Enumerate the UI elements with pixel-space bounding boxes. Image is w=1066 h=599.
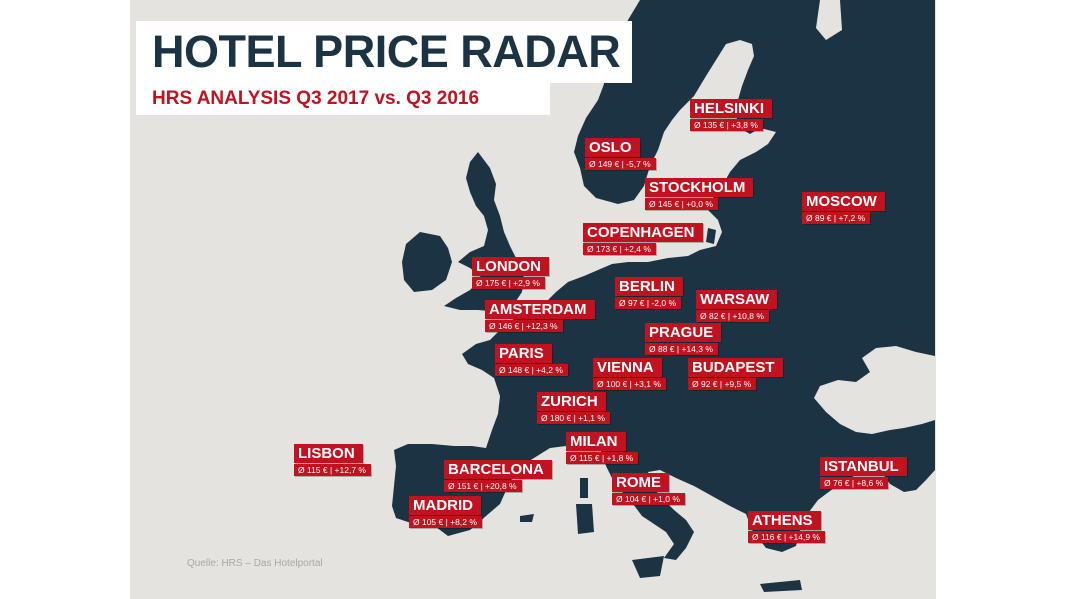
- city-name: PARIS: [495, 344, 552, 363]
- city-stat: Ø 105 € | +8,2 %: [409, 516, 482, 528]
- land-corsica: [580, 478, 588, 498]
- city-label-warsaw: WARSAW Ø 82 € | +10,8 %: [696, 290, 778, 322]
- city-name: LISBON: [294, 444, 363, 463]
- city-stat: Ø 116 € | +14,9 %: [748, 531, 825, 543]
- city-label-zurich: ZURICH Ø 180 € | +1,1 %: [537, 392, 610, 424]
- city-name: BUDAPEST: [688, 358, 783, 377]
- city-name: ROME: [612, 473, 669, 492]
- source-note: Quelle: HRS – Das Hotelportal: [187, 558, 323, 569]
- city-label-madrid: MADRID Ø 105 € | +8,2 %: [409, 496, 482, 528]
- city-name: AMSTERDAM: [485, 300, 595, 319]
- city-name: STOCKHOLM: [645, 178, 754, 197]
- city-name: MOSCOW: [802, 192, 885, 211]
- city-name: BERLIN: [615, 277, 683, 296]
- city-label-paris: PARIS Ø 148 € | +4,2 %: [495, 344, 568, 376]
- city-name: PRAGUE: [645, 323, 722, 342]
- city-label-oslo: OSLO Ø 149 € | -5,7 %: [585, 138, 656, 170]
- page-subtitle: HRS ANALYSIS Q3 2017 vs. Q3 2016: [152, 88, 480, 109]
- land-sicily: [632, 556, 664, 578]
- city-name: OSLO: [585, 138, 640, 157]
- city-label-lisbon: LISBON Ø 115 € | +12,7 %: [294, 444, 371, 476]
- city-label-berlin: BERLIN Ø 97 € | -2,0 %: [615, 277, 683, 309]
- land-ireland: [402, 232, 452, 292]
- city-stat: Ø 100 € | +3,1 %: [593, 378, 666, 390]
- city-stat: Ø 88 € | +14,3 %: [645, 343, 718, 355]
- city-name: COPENHAGEN: [583, 223, 703, 242]
- city-label-prague: PRAGUE Ø 88 € | +14,3 %: [645, 323, 722, 355]
- city-label-london: LONDON Ø 175 € | +2,9 %: [472, 257, 549, 289]
- city-name: BARCELONA: [444, 460, 552, 479]
- city-name: MADRID: [409, 496, 481, 515]
- city-label-rome: ROME Ø 104 € | +1,0 %: [612, 473, 685, 505]
- land-baleares: [520, 514, 534, 522]
- city-name: MILAN: [566, 432, 626, 451]
- city-label-vienna: VIENNA Ø 100 € | +3,1 %: [593, 358, 666, 390]
- city-stat: Ø 180 € | +1,1 %: [537, 412, 610, 424]
- city-label-milan: MILAN Ø 115 € | +1,8 %: [566, 432, 639, 464]
- land-gotland: [706, 228, 716, 244]
- city-label-athens: ATHENS Ø 116 € | +14,9 %: [748, 511, 825, 543]
- city-label-budapest: BUDAPEST Ø 92 € | +9,5 %: [688, 358, 783, 390]
- city-stat: Ø 76 € | +8,6 %: [820, 477, 889, 489]
- city-name: ZURICH: [537, 392, 606, 411]
- city-name: HELSINKI: [690, 99, 773, 118]
- city-stat: Ø 149 € | -5,7 %: [585, 158, 656, 170]
- city-label-helsinki: HELSINKI Ø 135 € | +3,8 %: [690, 99, 773, 131]
- city-name: VIENNA: [593, 358, 662, 377]
- city-stat: Ø 115 € | +1,8 %: [566, 452, 639, 464]
- title-panel: [136, 21, 632, 83]
- city-stat: Ø 89 € | +7,2 %: [802, 212, 871, 224]
- city-stat: Ø 97 € | -2,0 %: [615, 297, 682, 309]
- city-name: WARSAW: [696, 290, 778, 309]
- land-crete: [760, 580, 802, 592]
- land-notch: [816, 0, 842, 40]
- city-stat: Ø 115 € | +12,7 %: [294, 464, 371, 476]
- city-label-amsterdam: AMSTERDAM Ø 146 € | +12,3 %: [485, 300, 595, 332]
- land-sardinia: [576, 504, 594, 534]
- city-stat: Ø 151 € | +20,8 %: [444, 480, 522, 492]
- city-label-copenhagen: COPENHAGEN Ø 173 € | +2,4 %: [583, 223, 703, 255]
- city-name: LONDON: [472, 257, 549, 276]
- city-stat: Ø 148 € | +4,2 %: [495, 364, 568, 376]
- city-name: ATHENS: [748, 511, 821, 530]
- city-label-moscow: MOSCOW Ø 89 € | +7,2 %: [802, 192, 885, 224]
- city-name: ISTANBUL: [820, 457, 907, 476]
- city-stat: Ø 175 € | +2,9 %: [472, 277, 545, 289]
- city-label-stockholm: STOCKHOLM Ø 145 € | +0,0 %: [645, 178, 754, 210]
- city-stat: Ø 135 € | +3,8 %: [690, 119, 763, 131]
- city-stat: Ø 146 € | +12,3 %: [485, 320, 563, 332]
- city-stat: Ø 104 € | +1,0 %: [612, 493, 685, 505]
- city-stat: Ø 173 € | +2,4 %: [583, 243, 656, 255]
- city-stat: Ø 82 € | +10,8 %: [696, 310, 769, 322]
- page-title: HOTEL PRICE RADAR: [152, 26, 621, 77]
- subtitle-panel: [136, 83, 550, 115]
- city-stat: Ø 92 € | +9,5 %: [688, 378, 757, 390]
- city-label-istanbul: ISTANBUL Ø 76 € | +8,6 %: [820, 457, 907, 489]
- city-stat: Ø 145 € | +0,0 %: [645, 198, 718, 210]
- city-label-barcelona: BARCELONA Ø 151 € | +20,8 %: [444, 460, 552, 492]
